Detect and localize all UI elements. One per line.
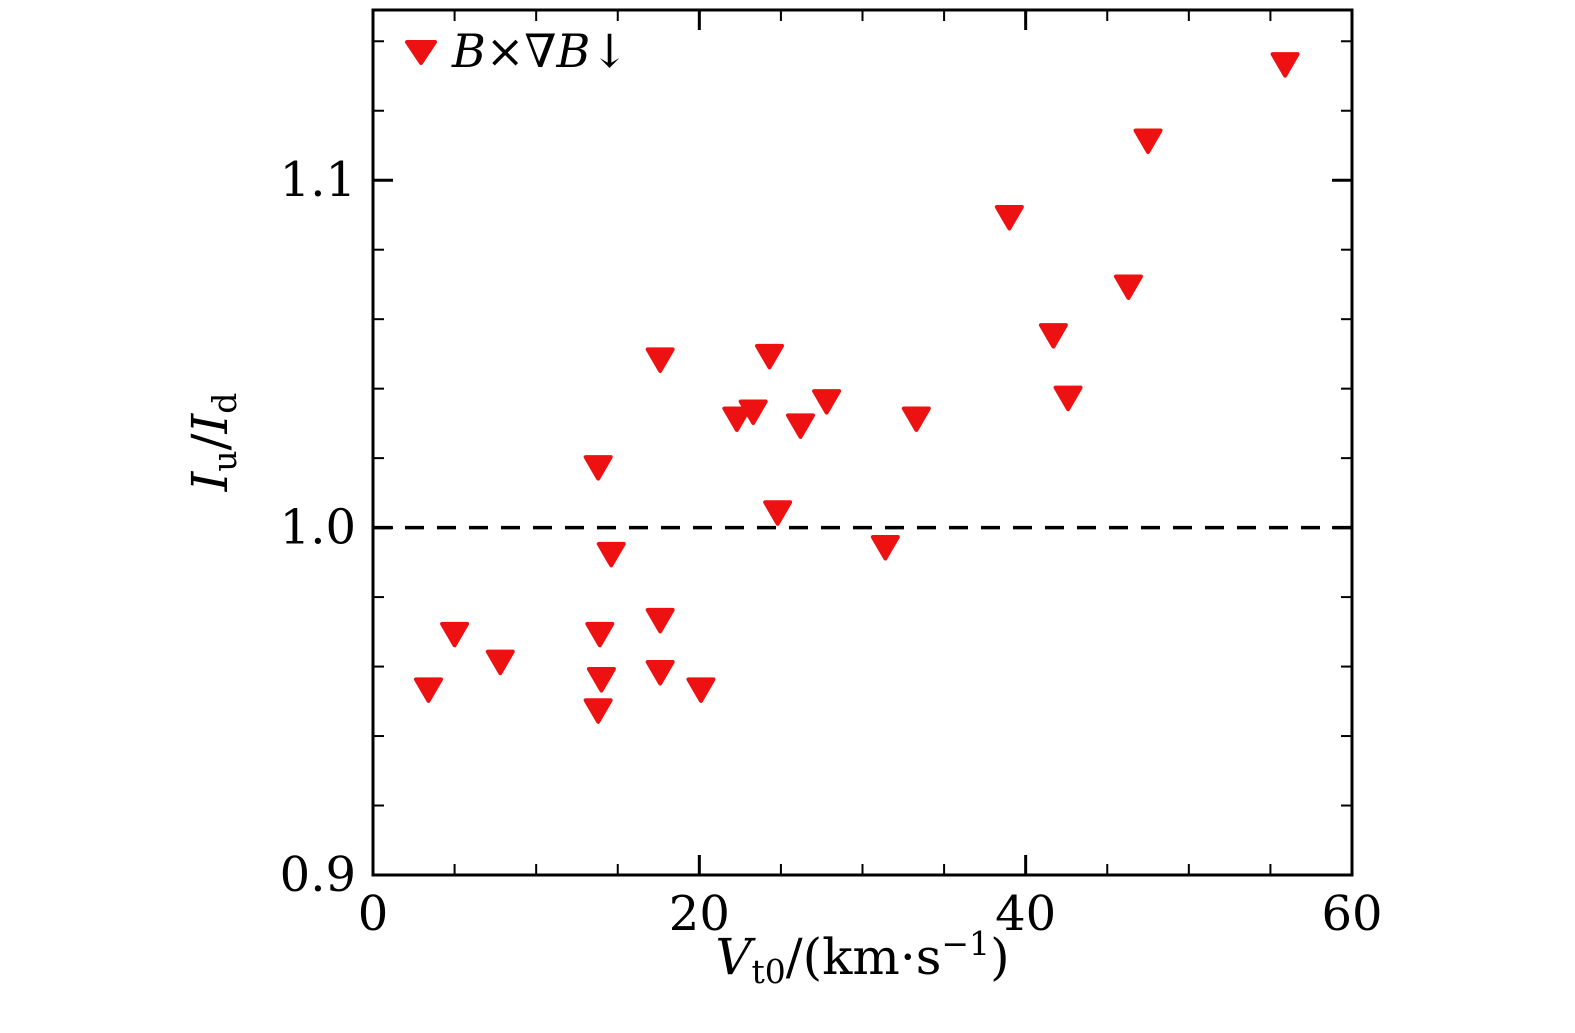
- ylabel-sub-u: u: [205, 450, 244, 472]
- x-tick-label: 60: [1321, 886, 1382, 942]
- data-point-marker: [1270, 52, 1300, 78]
- y-tick-label: 0.9: [280, 847, 356, 903]
- x-axis-label: Vt0/(km·s−1): [373, 924, 1352, 991]
- y-tick-label: 1.1: [280, 152, 356, 208]
- data-point-marker: [1133, 128, 1163, 155]
- legend-b2: B: [556, 24, 591, 78]
- legend-down-arrow-icon: ↓: [590, 24, 629, 78]
- ylabel-sub-d: d: [205, 392, 244, 414]
- data-point-marker: [901, 406, 931, 432]
- data-point-marker: [583, 698, 613, 724]
- legend-b1: B: [452, 24, 486, 78]
- ylabel-i2: I: [181, 413, 239, 434]
- data-point-marker: [413, 677, 443, 703]
- data-point-marker: [994, 204, 1024, 231]
- x-tick-label: 40: [995, 886, 1056, 942]
- xlabel-variable: V: [715, 928, 752, 986]
- data-point-marker: [586, 666, 616, 693]
- data-point-marker: [1113, 274, 1143, 300]
- data-point-marker: [738, 399, 768, 425]
- data-point-marker: [763, 500, 793, 526]
- legend: B×∇B↓: [404, 28, 629, 74]
- data-point-marker: [645, 607, 675, 634]
- ylabel-slash: /: [181, 433, 239, 451]
- data-point-marker: [485, 649, 515, 676]
- x-tick-label: 0: [358, 886, 389, 942]
- data-point-marker: [1038, 323, 1068, 349]
- data-point-marker: [754, 343, 784, 370]
- xlabel-units: /(km·s: [785, 928, 942, 986]
- data-point-marker: [812, 389, 842, 415]
- y-tick-label: 1.0: [280, 500, 356, 556]
- plot-frame: [371, 8, 1354, 877]
- x-tick-label: 20: [669, 886, 730, 942]
- data-point-marker: [1053, 385, 1083, 412]
- data-point-marker: [585, 621, 615, 648]
- data-point-marker: [583, 455, 613, 481]
- xlabel-exponent: −1: [941, 924, 991, 963]
- legend-label: B×∇B↓: [452, 28, 629, 74]
- legend-operators: ×∇: [485, 24, 557, 78]
- data-point-marker: [440, 621, 470, 648]
- data-point-marker: [722, 406, 752, 432]
- xlabel-close-paren: ): [990, 928, 1010, 986]
- data-point-marker: [596, 541, 626, 568]
- data-point-marker: [686, 677, 716, 703]
- y-axis-label: Iu/Id: [181, 392, 244, 492]
- ylabel-i1: I: [181, 471, 239, 492]
- legend-marker-triangle-icon: [405, 40, 437, 65]
- data-point-marker: [870, 534, 900, 561]
- data-point-marker: [645, 660, 675, 686]
- xlabel-subscript: t0: [751, 952, 786, 991]
- data-point-marker: [645, 347, 675, 373]
- data-point-marker: [785, 413, 815, 439]
